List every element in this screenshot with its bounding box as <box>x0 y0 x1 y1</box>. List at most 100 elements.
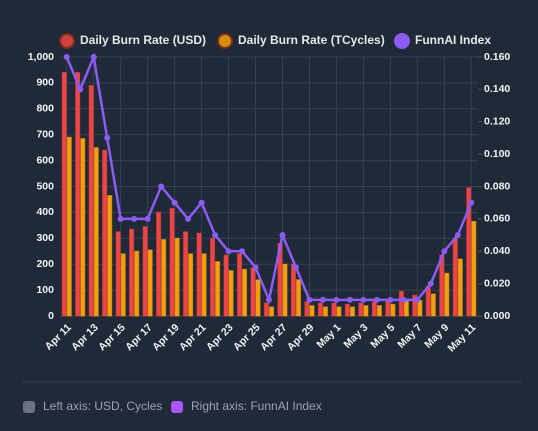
bar <box>107 195 113 317</box>
bar <box>215 261 221 317</box>
y2-tick-label: 0.140 <box>484 83 510 95</box>
bar <box>336 306 342 317</box>
bar <box>295 279 302 317</box>
line-point <box>387 296 394 303</box>
bar <box>80 138 86 317</box>
bar <box>304 301 310 317</box>
y2-tick-label: 0.040 <box>484 245 510 257</box>
line-point <box>144 215 151 222</box>
y2-tick-label: 0.020 <box>484 277 510 289</box>
legend-swatch <box>394 33 410 49</box>
legend-swatch <box>59 33 75 49</box>
bar <box>390 303 396 317</box>
bar <box>93 147 99 317</box>
legend-label: Daily Burn Rate (TCycles) <box>238 33 385 47</box>
bar <box>102 149 108 317</box>
bar <box>322 306 328 317</box>
bar <box>255 279 261 317</box>
bar <box>61 72 67 317</box>
y2-tick-label: 0.100 <box>484 148 510 160</box>
y2-tick-label: 0.120 <box>484 116 510 128</box>
bar <box>196 232 202 317</box>
bar <box>398 290 404 317</box>
bar <box>263 302 269 317</box>
bar <box>309 305 315 317</box>
line-point <box>414 296 421 303</box>
line-point <box>117 215 124 222</box>
y-tick-label: 900 <box>36 77 54 89</box>
line-point <box>77 86 84 93</box>
line-point <box>468 199 475 206</box>
bar <box>344 303 350 317</box>
footer-label: Right axis: FunnAI Index <box>191 399 322 413</box>
bar <box>466 187 472 317</box>
footer-swatch <box>171 401 183 413</box>
line-point <box>441 248 448 255</box>
bar <box>228 270 234 317</box>
y-tick-label: 100 <box>36 284 54 296</box>
bar <box>471 220 477 317</box>
y-tick-label: 800 <box>36 103 54 115</box>
line-point <box>131 215 138 222</box>
bar <box>358 302 364 317</box>
bar <box>120 253 126 317</box>
y-tick-label: 600 <box>36 154 54 166</box>
line-point <box>252 264 259 271</box>
y2-tick-label: 0.080 <box>484 180 510 192</box>
line-point <box>279 232 286 239</box>
line-point <box>171 199 178 206</box>
bar <box>161 239 167 317</box>
line-point <box>306 296 313 303</box>
line-point <box>360 296 367 303</box>
line-point <box>427 280 434 287</box>
line-point <box>454 232 461 239</box>
bar <box>269 306 275 317</box>
bar <box>142 226 148 317</box>
bar <box>376 305 382 317</box>
y-tick-label: 500 <box>36 180 54 192</box>
bar <box>169 208 175 317</box>
line-point <box>266 296 272 303</box>
footer-swatch <box>23 401 35 413</box>
bar <box>75 72 81 317</box>
line-point <box>212 232 219 239</box>
y-tick-label: 700 <box>36 128 54 140</box>
bar <box>188 253 194 317</box>
bar <box>66 136 72 317</box>
bar <box>282 263 288 317</box>
line-point <box>158 183 165 190</box>
bar <box>223 254 229 317</box>
bar <box>439 254 445 317</box>
bar <box>290 263 296 317</box>
y-tick-label: 200 <box>36 258 54 270</box>
y2-tick-label: 0.060 <box>484 213 510 225</box>
bar <box>403 299 409 317</box>
y-tick-label: 1,000 <box>28 51 54 63</box>
y2-tick-label: 0.000 <box>484 310 510 322</box>
line-point <box>185 215 192 222</box>
legend-label: Daily Burn Rate (USD) <box>80 33 206 47</box>
legend-label: FunnAI Index <box>415 33 491 47</box>
bar <box>250 267 256 317</box>
line-point <box>319 296 326 303</box>
bar <box>183 231 189 317</box>
y-tick-label: 400 <box>36 206 54 218</box>
line-point <box>63 54 70 60</box>
line-point <box>104 134 111 141</box>
bar <box>363 305 369 317</box>
bar <box>242 268 248 317</box>
line-point <box>239 248 246 255</box>
bar <box>444 272 450 317</box>
bar <box>331 302 337 317</box>
y-tick-label: 0 <box>48 310 54 322</box>
y-tick-label: 300 <box>36 232 54 244</box>
bar <box>134 250 140 317</box>
line-point <box>292 264 299 271</box>
y2-tick-label: 0.160 <box>484 51 510 63</box>
bar <box>385 299 391 317</box>
line-point <box>373 296 380 303</box>
line-point <box>90 54 97 60</box>
bar <box>430 293 436 317</box>
bar <box>349 306 355 317</box>
